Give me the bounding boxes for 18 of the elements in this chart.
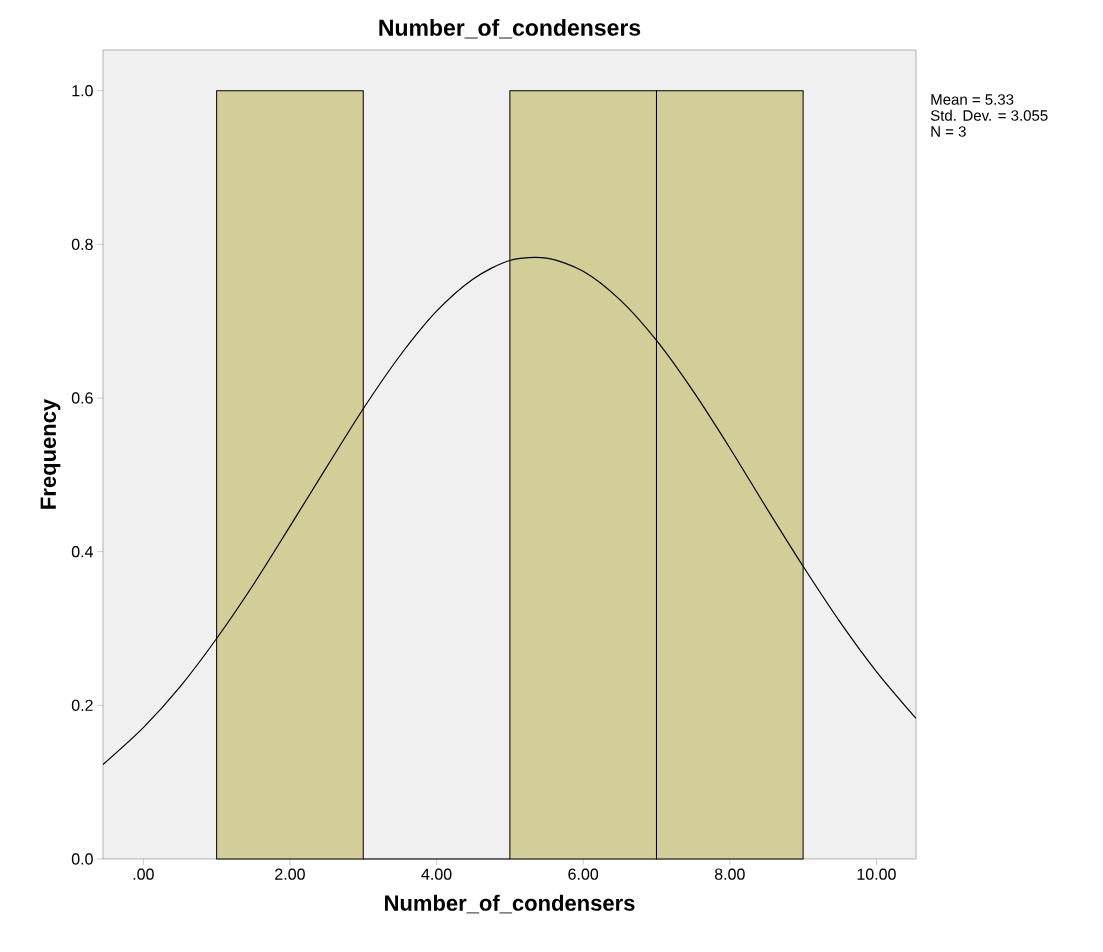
y-tick-label: 0.2 [71, 699, 93, 711]
y-tick-label: 0.8 [71, 238, 93, 251]
chart-title: Number_of_condensers [379, 18, 641, 39]
y-tick-label: 0.4 [71, 546, 93, 558]
x-tick-label: 2.00 [275, 868, 305, 880]
x-axis-title: Number_of_condensers [385, 894, 635, 914]
x-tick-label: 8.00 [714, 868, 745, 880]
x-tick-label: 4.00 [421, 868, 452, 880]
text: Std. Dev. = 3.055 [930, 109, 1048, 121]
y-tick-label: 0.0 [71, 853, 93, 865]
y-tick-label: 0.6 [71, 392, 93, 404]
x-tick-label: 10.00 [857, 868, 896, 880]
y-axis-title: Frequency [40, 398, 61, 509]
text: Mean = 5.33 [931, 94, 1014, 105]
y-tick-label: 1.0 [72, 85, 93, 97]
text: N = 3 [931, 126, 966, 137]
x-tick-label: .00 [133, 868, 154, 880]
x-tick-label: 6.00 [568, 868, 599, 880]
